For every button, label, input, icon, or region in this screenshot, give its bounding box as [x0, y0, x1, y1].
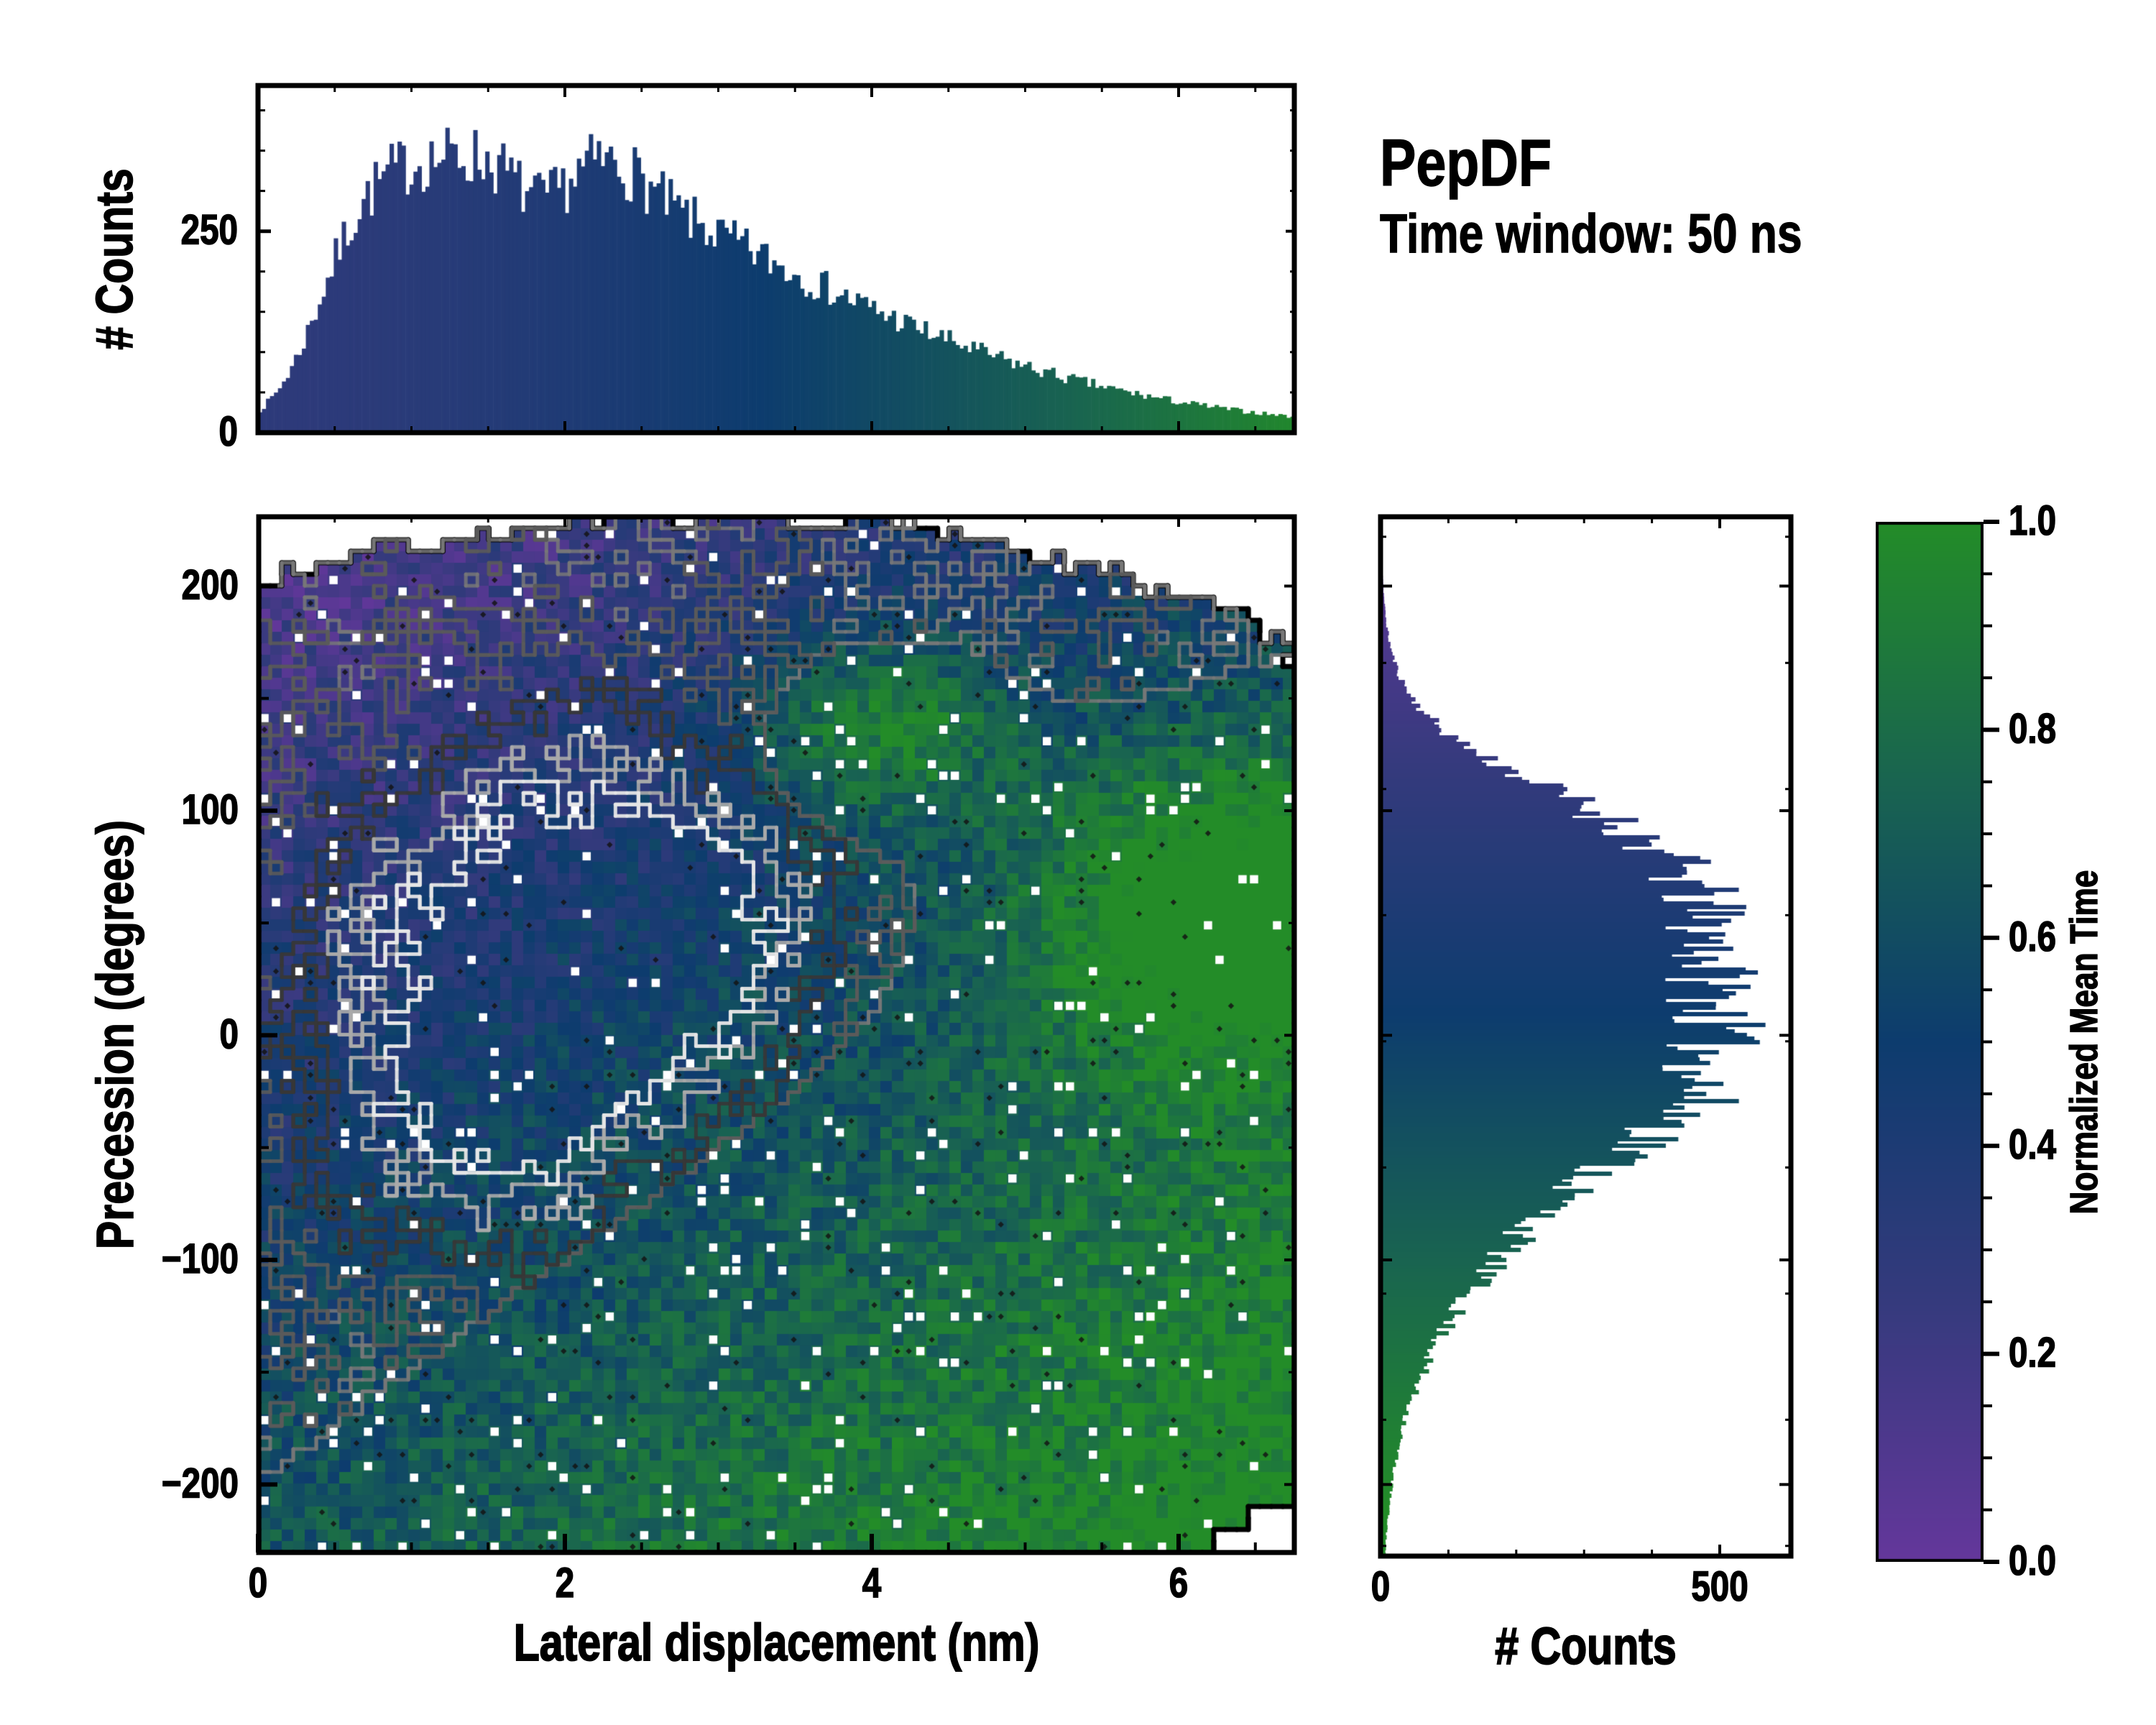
- svg-text:0.6: 0.6: [2009, 914, 2056, 960]
- svg-text:200: 200: [182, 562, 239, 609]
- svg-text:2: 2: [556, 1560, 574, 1607]
- svg-text:# Counts: # Counts: [85, 168, 143, 350]
- svg-text:0.2: 0.2: [2009, 1330, 2056, 1376]
- svg-text:Precession (degrees): Precession (degrees): [86, 820, 144, 1249]
- svg-text:−200: −200: [162, 1460, 239, 1507]
- svg-text:0.8: 0.8: [2009, 706, 2056, 753]
- svg-text:# Counts: # Counts: [1495, 1616, 1677, 1675]
- svg-text:Lateral displacement (nm): Lateral displacement (nm): [514, 1613, 1040, 1671]
- svg-text:0.0: 0.0: [2009, 1538, 2056, 1585]
- svg-text:0: 0: [220, 1011, 239, 1058]
- svg-text:4: 4: [862, 1560, 882, 1607]
- svg-text:0.4: 0.4: [2009, 1122, 2057, 1169]
- svg-text:500: 500: [1691, 1564, 1748, 1611]
- svg-text:0: 0: [1371, 1564, 1390, 1611]
- svg-text:100: 100: [182, 787, 239, 834]
- svg-text:0: 0: [219, 409, 238, 456]
- svg-text:250: 250: [181, 207, 238, 254]
- svg-text:0: 0: [249, 1560, 267, 1607]
- svg-text:6: 6: [1169, 1560, 1188, 1607]
- svg-text:1.0: 1.0: [2009, 498, 2056, 545]
- svg-text:−100: −100: [162, 1236, 239, 1283]
